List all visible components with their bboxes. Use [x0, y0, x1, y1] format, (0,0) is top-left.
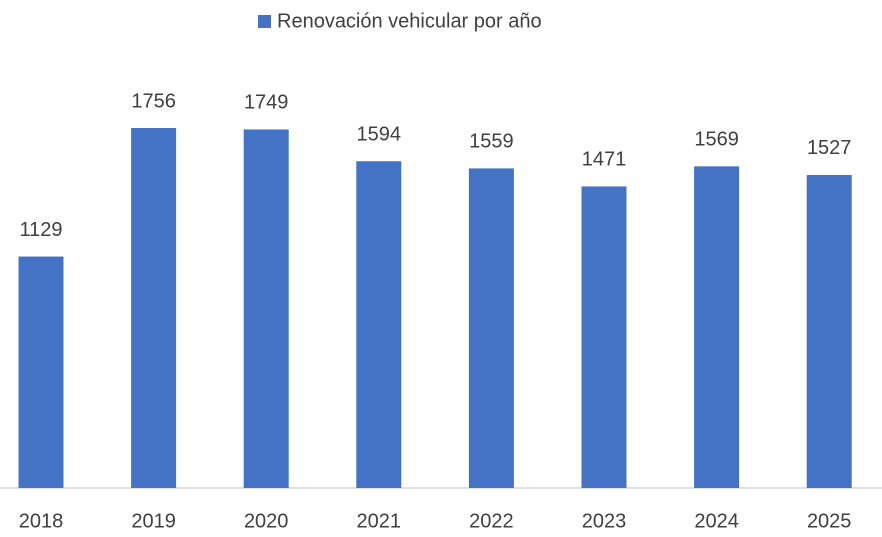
data-label: 1527: [807, 137, 852, 159]
data-label: 1594: [357, 124, 402, 146]
legend-label: Renovación vehicular por año: [277, 10, 542, 32]
data-label: 1471: [582, 149, 627, 171]
legend-key: [258, 15, 271, 28]
data-label: 1129: [19, 219, 62, 241]
x-tick-label: 2018: [19, 510, 64, 532]
bar: [356, 161, 402, 489]
x-tick-label: 2021: [357, 510, 402, 532]
bar: [243, 129, 289, 488]
data-label: 1749: [244, 92, 289, 114]
bar: [131, 128, 177, 488]
data-label: 1756: [131, 90, 176, 112]
bar: [468, 168, 514, 488]
x-tick-label: 2023: [582, 510, 627, 532]
data-label: 1569: [694, 129, 739, 151]
x-tick-label: 2022: [469, 510, 514, 532]
data-label: 1559: [469, 131, 514, 153]
bar: [581, 186, 627, 488]
x-tick-label: 2024: [694, 510, 739, 532]
x-tick-label: 2019: [131, 510, 176, 532]
bar: [806, 174, 852, 488]
x-tick-label: 2020: [244, 510, 289, 532]
bar: [694, 166, 740, 489]
bar: [18, 256, 64, 488]
x-tick-label: 2025: [807, 510, 852, 532]
